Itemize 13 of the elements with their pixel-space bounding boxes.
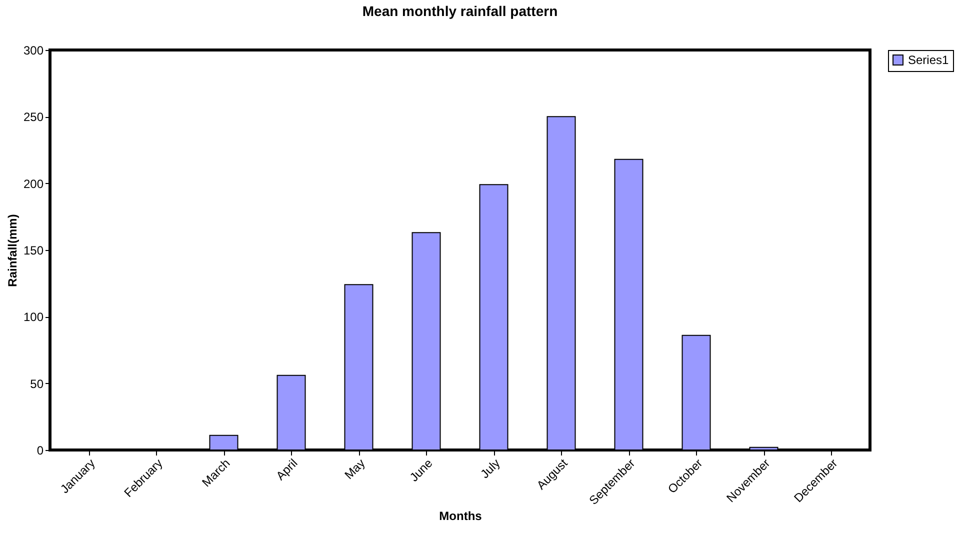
- y-axis-title: Rainfall(mm): [5, 214, 20, 287]
- y-tick-label: 50: [30, 376, 44, 391]
- x-tick-label: May: [342, 456, 368, 482]
- y-tick-label: 200: [23, 176, 44, 191]
- y-tick-label: 100: [23, 310, 44, 324]
- y-tick-label: 250: [23, 110, 44, 124]
- chart-title: Mean monthly rainfall pattern: [362, 3, 558, 19]
- y-tick-label: 150: [23, 244, 44, 258]
- y-tick-label: 300: [23, 44, 44, 58]
- x-axis-title: Months: [439, 508, 482, 523]
- y-tick-label: 0: [36, 444, 44, 458]
- x-tick-label: July: [478, 456, 503, 482]
- legend-label: Series1: [908, 53, 950, 67]
